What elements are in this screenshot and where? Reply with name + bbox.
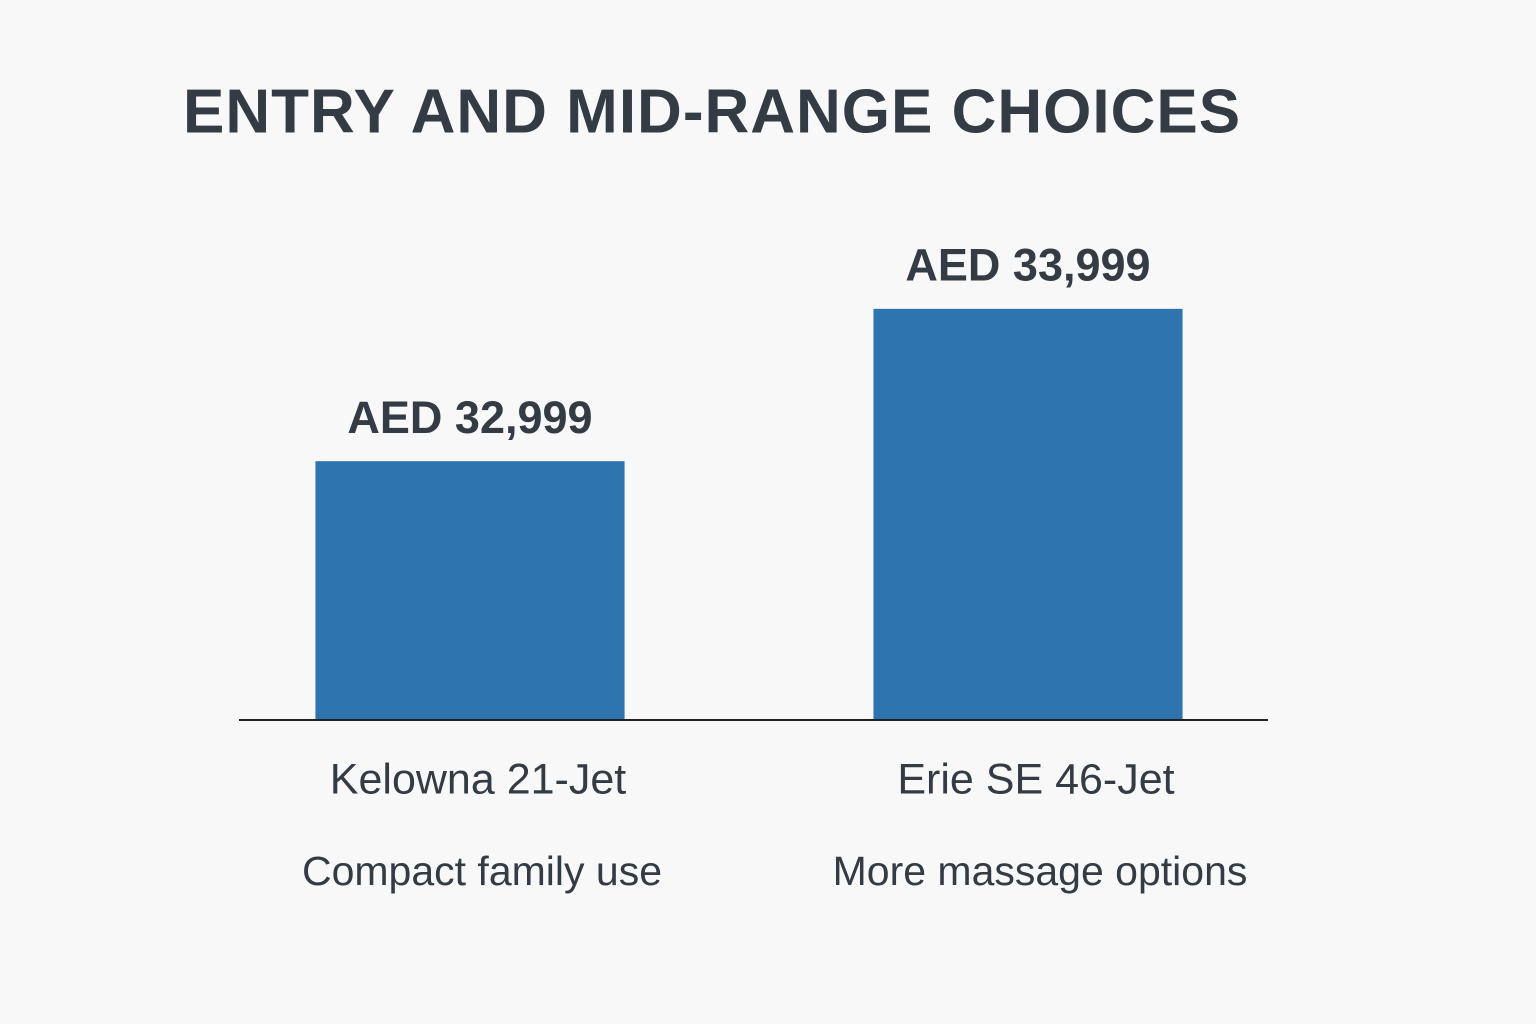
bar [873, 308, 1183, 720]
chart-title: ENTRY AND MID-RANGE CHOICES [183, 77, 1241, 146]
x-tick-label: Kelowna 21-Jet [330, 755, 626, 803]
value-label: AED 32,999 [347, 392, 592, 443]
x-tick-label: Erie SE 46-Jet [897, 755, 1174, 803]
bar [315, 461, 625, 720]
category-description: Compact family use [302, 848, 662, 894]
category-description: More massage options [833, 848, 1248, 894]
value-label: AED 33,999 [905, 240, 1150, 291]
plot-area: Kelowna 21-Jet Compact family use AED 32,9… [302, 240, 1247, 894]
